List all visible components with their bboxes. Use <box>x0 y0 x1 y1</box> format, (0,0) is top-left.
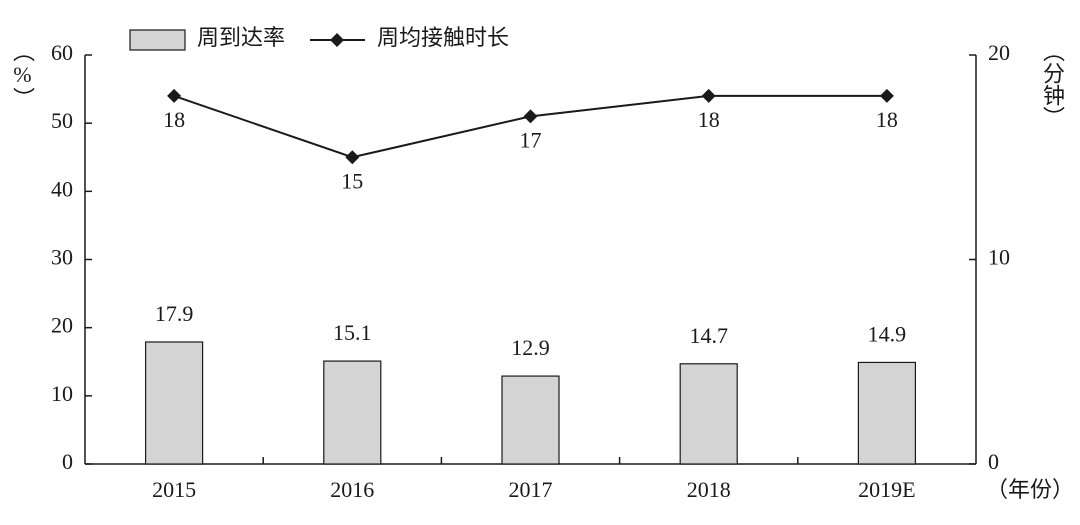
data-label: 15 <box>341 168 363 193</box>
data-label: 18 <box>163 107 185 132</box>
bar <box>144 341 204 465</box>
data-label: 14.7 <box>689 323 728 348</box>
data-label: 18 <box>698 107 720 132</box>
bar <box>679 363 738 465</box>
x-tick-label: 2016 <box>330 477 374 502</box>
y2-tick-label: 10 <box>988 245 1010 270</box>
line-marker <box>167 88 182 103</box>
y2-tick-label: 0 <box>988 449 999 474</box>
x-tick-label: 2015 <box>152 477 196 502</box>
x-axis-label: （年份） <box>986 477 1074 502</box>
line-marker <box>701 88 716 103</box>
y-tick-label: 40 <box>51 176 73 201</box>
y-axis-label: （%） <box>10 40 35 109</box>
data-label: 12.9 <box>511 335 550 360</box>
legend-label: 周到达率 <box>197 25 285 50</box>
data-label: 18 <box>876 107 898 132</box>
y2-tick-label: 20 <box>988 40 1010 65</box>
x-tick-label: 2018 <box>687 477 731 502</box>
bar <box>323 360 382 465</box>
line-marker <box>879 88 894 103</box>
bar <box>501 375 560 465</box>
legend-marker <box>330 33 345 47</box>
y-tick-label: 30 <box>51 245 73 270</box>
x-tick-label: 2019E <box>858 477 915 502</box>
line-marker <box>345 150 360 165</box>
y-tick-label: 10 <box>51 381 73 406</box>
x-tick-label: 2017 <box>509 477 553 502</box>
data-label: 15.1 <box>333 320 372 345</box>
bar <box>857 361 917 465</box>
legend-swatch <box>129 29 186 51</box>
data-label: 14.9 <box>868 321 907 346</box>
y2-axis-label: （分钟） <box>1040 40 1065 128</box>
data-label: 17 <box>520 127 542 152</box>
line-marker <box>523 109 538 124</box>
y-tick-label: 60 <box>51 40 73 65</box>
y-tick-label: 0 <box>62 449 73 474</box>
y-tick-label: 20 <box>51 313 73 338</box>
legend-label: 周均接触时长 <box>377 25 509 50</box>
y-tick-label: 50 <box>51 108 73 133</box>
data-label: 17.9 <box>155 301 194 326</box>
